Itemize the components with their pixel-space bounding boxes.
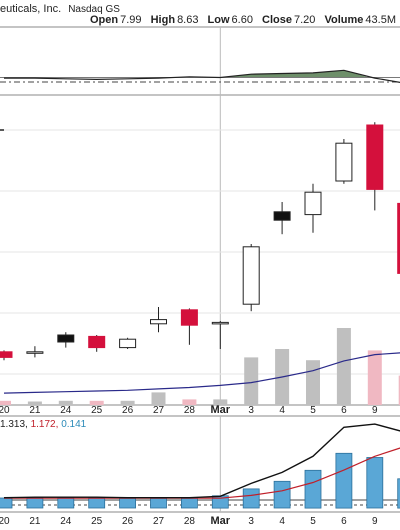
macd-histogram-bar [26, 497, 44, 509]
high-value: 8.63 [177, 14, 199, 26]
macd-histogram-bar [88, 497, 106, 509]
x-axis-label: 28 [184, 405, 196, 416]
x-axis-label: 9 [372, 405, 378, 416]
volume-bar [336, 328, 351, 405]
candle-body [366, 124, 384, 190]
volume-bar [306, 360, 320, 405]
candle-body [150, 319, 167, 325]
company-name: euticals, Inc. Nasdaq GS [0, 3, 120, 15]
ohlc-quote: Open 7.99 High 8.63 Low 6.60 Close 7.20 Volu… [90, 14, 396, 26]
volume-value: 43.5M [365, 14, 396, 26]
x-axis-label: 9 [372, 516, 378, 527]
x-axis-label: 6 [341, 405, 347, 416]
candle-body [119, 338, 137, 349]
candle-body [180, 309, 198, 326]
x-axis-label: 20 [0, 516, 10, 527]
candle-body [26, 351, 44, 354]
macd-values: 1.313, 1.172, 0.141 [0, 419, 87, 430]
volume-bar [398, 375, 400, 405]
x-axis-label: 25 [91, 516, 103, 527]
x-axis-label: Mar [211, 515, 231, 527]
volume-moving-average [3, 352, 400, 394]
macd-histogram-bar [242, 488, 260, 509]
high-label: High [150, 14, 176, 26]
volume-bar [182, 399, 197, 405]
indicator-fill-area [220, 70, 369, 78]
open-label: Open [90, 14, 119, 26]
x-axis-label: 28 [184, 516, 196, 527]
x-axis-label: 24 [60, 405, 72, 416]
close-label: Close [262, 14, 292, 26]
macd-value: 1.172, [31, 419, 59, 430]
macd-value: 0.141 [61, 419, 86, 430]
x-axis-label: 21 [29, 516, 41, 527]
x-axis-label: 6 [341, 516, 347, 527]
x-axis-label: 26 [122, 516, 134, 527]
volume-bar [120, 400, 135, 405]
indicator-line [4, 69, 400, 83]
candle-body [88, 335, 106, 349]
open-value: 7.99 [120, 14, 142, 26]
candle-body [304, 191, 322, 216]
candle-body [335, 142, 353, 182]
macd-histogram-bar [57, 497, 75, 509]
volume-bar [244, 357, 259, 405]
volume-bar [89, 400, 104, 405]
candle-body [211, 321, 229, 325]
x-axis-label: 4 [279, 405, 285, 416]
x-axis-label: 20 [0, 405, 10, 416]
x-axis-label: 5 [310, 516, 316, 527]
macd-histogram-bar [119, 497, 136, 509]
macd-histogram-bar [150, 497, 167, 509]
macd-histogram-bar [0, 497, 13, 509]
macd-line [3, 423, 400, 499]
volume-bar [367, 350, 382, 405]
x-axis-label: 3 [248, 405, 254, 416]
macd-histogram-bar [366, 457, 384, 509]
candle-body [0, 351, 13, 358]
quote-header: euticals, Inc. Nasdaq GS Open 7.99 High 8.… [0, 0, 400, 26]
candle-body [242, 246, 260, 305]
volume-bar [213, 399, 228, 405]
exchange-label: Nasdaq GS [68, 4, 120, 15]
close-value: 7.20 [294, 14, 316, 26]
candle-body [397, 202, 400, 274]
candle-body [273, 211, 291, 221]
x-axis-label: 21 [29, 405, 41, 416]
low-label: Low [207, 14, 230, 26]
macd-histogram-bar [180, 497, 198, 509]
volume-label: Volume [324, 14, 364, 26]
macd-histogram-bar [335, 452, 353, 509]
x-axis-label: 5 [310, 405, 316, 416]
candle-body [57, 334, 75, 343]
macd-histogram-bar [304, 469, 322, 509]
volume-bar [0, 400, 11, 405]
x-axis-label: 4 [279, 516, 285, 527]
volume-bar [58, 400, 73, 405]
macd-value: 1.313, [0, 419, 28, 430]
x-axis-label: 26 [122, 405, 134, 416]
company-label: euticals, Inc. [0, 3, 62, 15]
volume-bar [151, 392, 166, 405]
macd-signal-line [4, 447, 400, 499]
x-axis-label: Mar [211, 404, 231, 416]
x-axis-label: 27 [153, 516, 165, 527]
low-value: 6.60 [231, 14, 253, 26]
volume-bar [27, 401, 42, 405]
x-axis-label: 3 [248, 516, 254, 527]
x-axis-label: 24 [60, 516, 72, 527]
macd-histogram-bar [397, 478, 400, 509]
macd-histogram-bar [273, 480, 291, 509]
x-axis-label: 25 [91, 405, 103, 416]
x-axis-label: 27 [153, 405, 165, 416]
